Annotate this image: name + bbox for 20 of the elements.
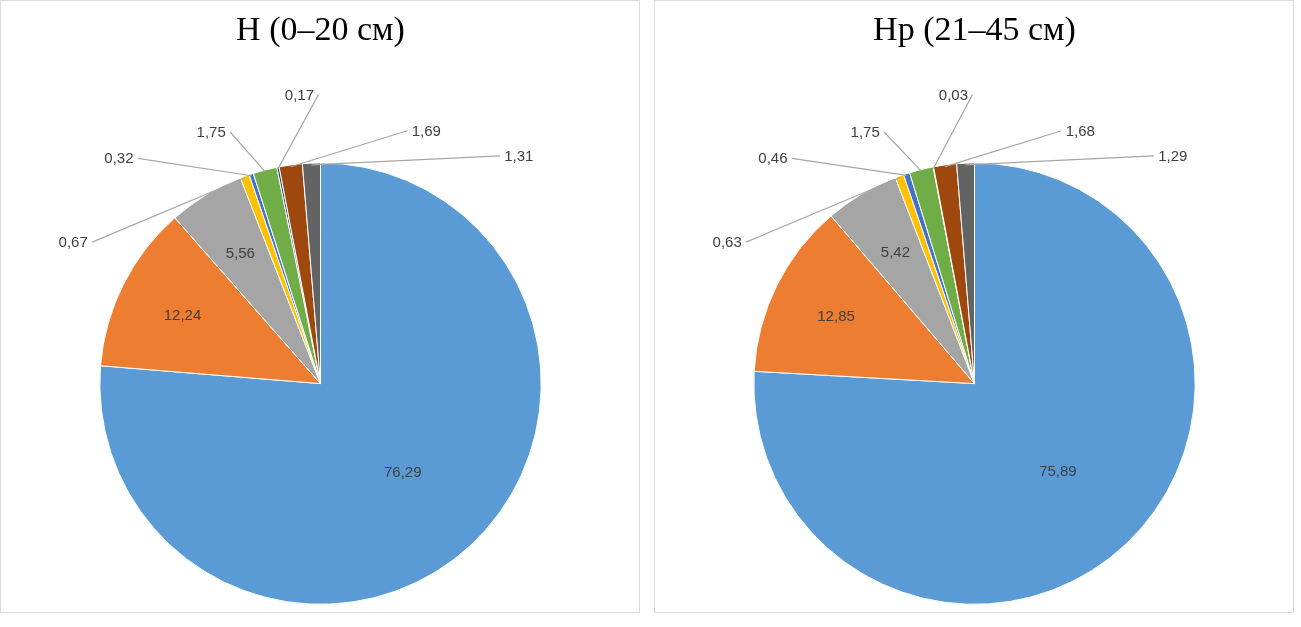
data-label: 1,29 bbox=[1158, 146, 1188, 164]
data-label: 76,29 bbox=[384, 463, 422, 481]
data-label: 0,17 bbox=[284, 85, 315, 103]
data-label: 75,89 bbox=[1039, 462, 1077, 480]
data-label: 1,31 bbox=[504, 146, 534, 164]
data-label: 0,46 bbox=[758, 149, 788, 167]
chart-title: Нр (21–45 см) bbox=[873, 10, 1076, 49]
data-label: 5,42 bbox=[880, 242, 911, 260]
data-label: 0,32 bbox=[104, 149, 134, 167]
chart-title: Н (0–20 см) bbox=[236, 10, 405, 49]
data-label: 1,75 bbox=[196, 123, 226, 141]
data-label: 1,69 bbox=[411, 121, 441, 139]
data-label: 1,68 bbox=[1065, 121, 1095, 139]
data-label: 1,75 bbox=[850, 123, 880, 141]
data-label: 0,67 bbox=[58, 233, 88, 251]
data-label: 5,56 bbox=[225, 243, 255, 261]
data-label: 12,85 bbox=[817, 306, 855, 324]
data-label: 0,03 bbox=[938, 85, 969, 103]
data-label: 12,24 bbox=[163, 305, 202, 323]
data-label: 0,63 bbox=[712, 233, 742, 251]
